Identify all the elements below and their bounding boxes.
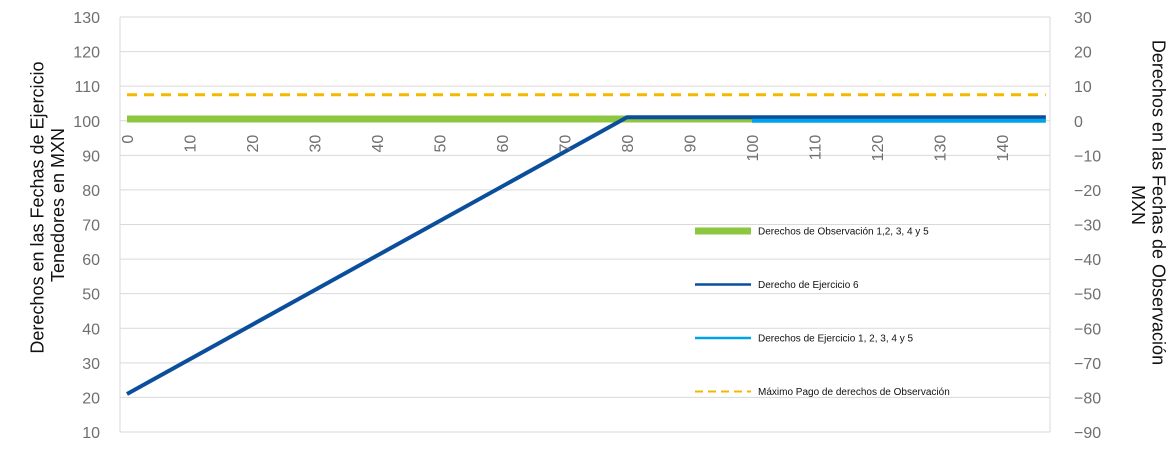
right-tick-label: −30 [1074,218,1101,235]
left-tick-label: 60 [82,252,100,269]
x-tick-label: 60 [495,135,512,153]
left-tick-label: 40 [82,321,100,338]
right-axis-title: Derechos en las Fechas de Observación MX… [1128,40,1169,370]
left-tick-label: 120 [73,45,100,62]
right-tick-label: −20 [1074,183,1101,200]
left-tick-label: 30 [82,356,100,373]
right-tick-label: −10 [1074,148,1101,165]
x-tick-label: 30 [308,135,325,153]
x-tick-label: 130 [933,135,950,162]
series-lines [126,93,1046,396]
legend-label: Derecho de Ejercicio 6 [758,280,859,291]
right-tick-label: −60 [1074,321,1101,338]
left-tick-label: 80 [82,183,100,200]
x-tick-label: 10 [183,135,200,153]
right-tick-label: −70 [1074,356,1101,373]
right-axis-ticks: −90 −80 −70 −60 −50 −40 −30 −20 −10 0 10 20 30 [1074,10,1101,442]
x-tick-label: 20 [245,135,262,153]
x-tick-label: 80 [620,135,637,153]
right-tick-label: −90 [1074,425,1101,442]
left-tick-label: 50 [82,287,100,304]
left-tick-label: 10 [82,425,100,442]
x-tick-label: 0 [120,135,137,144]
right-tick-label: −80 [1074,390,1101,407]
legend: Derechos de Observación 1,2, 3, 4 y 5 Der… [695,227,950,398]
right-tick-label: 0 [1074,114,1083,131]
gridlines [120,16,1050,433]
left-axis-title: Derechos en las Fechas de Ejercicio Tene… [27,56,68,353]
legend-label: Derechos de Observación 1,2, 3, 4 y 5 [758,227,929,238]
x-tick-label: 140 [995,135,1012,162]
left-tick-label: 100 [73,114,100,131]
right-axis-title-line-2: MXN [1128,185,1148,225]
left-tick-label: 70 [82,218,100,235]
x-tick-label: 40 [370,135,387,153]
x-tick-label: 120 [870,135,887,162]
left-axis-title-line-1: Derechos en las Fechas de Ejercicio [27,61,47,353]
left-tick-label: 110 [74,79,100,96]
left-axis-ticks: 10 20 30 40 50 60 70 80 90 100 110 120 130 [73,10,100,442]
left-tick-label: 130 [73,10,100,27]
legend-label: Máximo Pago de derechos de Observación [758,387,950,398]
x-tick-label: 50 [433,135,450,153]
right-tick-label: −50 [1074,287,1101,304]
x-tick-label: 110 [808,135,825,161]
right-tick-label: 10 [1074,79,1092,96]
legend-label: Derechos de Ejercicio 1, 2, 3, 4 y 5 [758,334,914,345]
right-tick-label: 30 [1074,10,1092,27]
left-tick-label: 90 [82,148,100,165]
left-axis-title-line-2: Tenedores en MXN [48,128,68,282]
axes [119,17,1051,432]
right-axis-title-line-1: Derechos en las Fechas de Observación [1149,40,1169,365]
x-axis-ticks: 0 10 20 30 40 50 60 70 80 90 100 110 120 130 140 [120,135,1012,162]
x-tick-label: 70 [558,135,575,153]
right-tick-label: 20 [1074,45,1092,62]
right-tick-label: −40 [1074,252,1101,269]
x-tick-label: 100 [745,135,762,162]
x-tick-label: 90 [683,135,700,153]
series-line [126,115,1046,396]
left-tick-label: 20 [82,390,100,407]
